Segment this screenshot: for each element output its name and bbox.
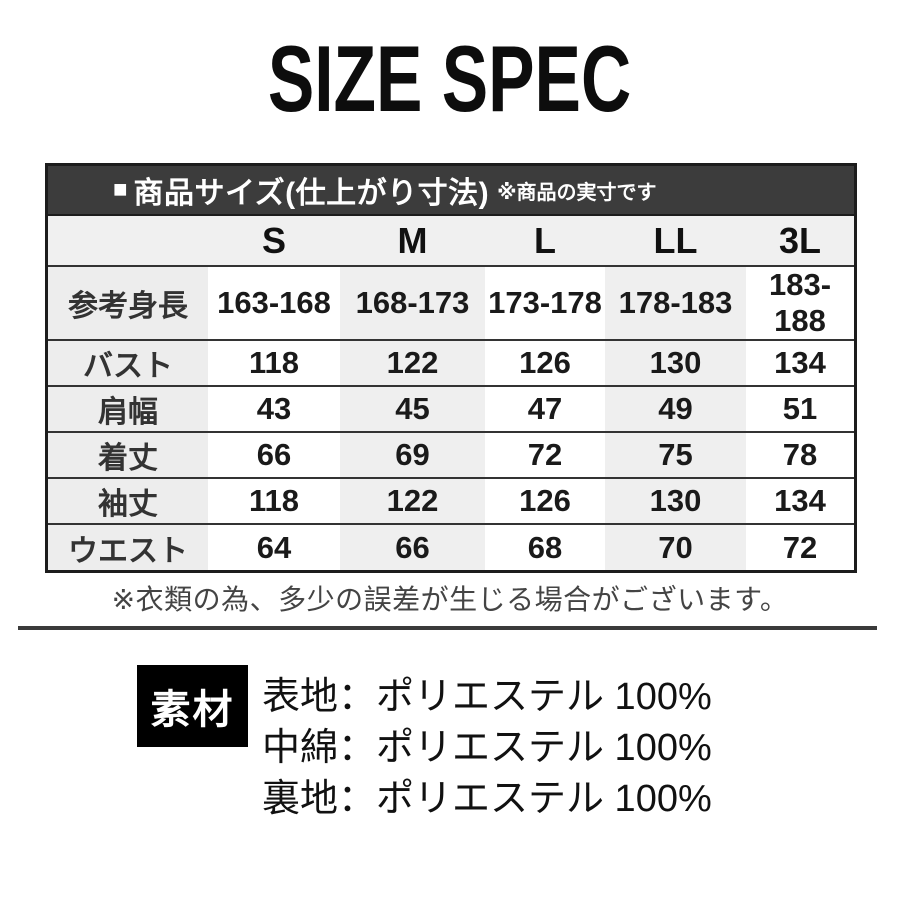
cell: 118 bbox=[248, 345, 299, 380]
cell: 47 bbox=[527, 391, 563, 426]
table-header-title: 商品サイズ(仕上がり寸法) bbox=[133, 177, 490, 210]
cell: 45 bbox=[395, 391, 430, 426]
cell: 183-188 bbox=[768, 267, 832, 338]
cell: 70 bbox=[658, 529, 693, 565]
table-row-waist: ウエスト 64 66 68 70 72 bbox=[48, 524, 854, 570]
cell: 66 bbox=[256, 437, 292, 472]
cell: 118 bbox=[248, 483, 299, 518]
cell: 66 bbox=[395, 529, 430, 565]
row-label: ウエスト bbox=[68, 534, 188, 568]
section-divider bbox=[18, 626, 877, 630]
cell: 69 bbox=[395, 437, 430, 472]
cell: 72 bbox=[527, 437, 563, 472]
cell: 122 bbox=[386, 483, 439, 518]
table-row-sleeve: 袖丈 118 122 126 130 134 bbox=[48, 478, 854, 524]
cell: 75 bbox=[658, 437, 693, 472]
table-header-note: ※商品の実寸です bbox=[497, 181, 657, 204]
material-label-box: 素材 bbox=[137, 665, 248, 747]
cell: 178-183 bbox=[618, 285, 733, 320]
cell: 134 bbox=[774, 483, 826, 518]
square-bullet-icon: ■ bbox=[113, 176, 128, 203]
table-row-shoulder: 肩幅 43 45 47 49 51 bbox=[48, 386, 854, 432]
table-row-height: 参考身長 163-168 168-173 173-178 178-183 183… bbox=[48, 266, 854, 340]
material-line-padding: 中綿：ポリエステル 100% bbox=[262, 727, 712, 769]
cell: 134 bbox=[774, 345, 826, 380]
cell: 173-178 bbox=[488, 285, 602, 320]
cell: 43 bbox=[256, 391, 292, 426]
cell: 130 bbox=[649, 483, 702, 518]
material-list: 表地：ポリエステル 100% 中綿：ポリエステル 100% 裏地：ポリエステル … bbox=[262, 672, 712, 825]
material-line-lining: 裏地：ポリエステル 100% bbox=[262, 778, 712, 820]
corner-cell bbox=[48, 216, 208, 266]
page-title-text: SIZE SPEC bbox=[268, 26, 632, 131]
table-row-length: 着丈 66 69 72 75 78 bbox=[48, 432, 854, 478]
tolerance-note: ※衣類の為、多少の誤差が生じる場合がございます。 bbox=[111, 584, 789, 615]
cell: 72 bbox=[782, 529, 818, 565]
row-label: 着丈 bbox=[98, 442, 158, 475]
col-header-s: S bbox=[208, 216, 340, 266]
col-header-3l: 3L bbox=[746, 216, 854, 266]
cell: 168-173 bbox=[355, 285, 470, 320]
row-label: 袖丈 bbox=[98, 488, 158, 521]
col-header-m: M bbox=[340, 216, 485, 266]
size-table: ■ 商品サイズ(仕上がり寸法) ※商品の実寸です S M L LL 3L bbox=[45, 163, 857, 573]
cell: 68 bbox=[527, 529, 563, 565]
material-label: 素材 bbox=[150, 688, 235, 732]
table-row-bust: バスト 118 122 126 130 134 bbox=[48, 340, 854, 386]
size-header-row: S M L LL 3L bbox=[48, 216, 854, 266]
cell: 130 bbox=[649, 345, 702, 380]
material-line-outer: 表地：ポリエステル 100% bbox=[262, 676, 712, 718]
cell: 78 bbox=[782, 437, 818, 472]
cell: 49 bbox=[658, 391, 693, 426]
size-spec-table: S M L LL 3L 参考身長 163-168 168-173 173-178… bbox=[48, 216, 854, 570]
table-header-bar: ■ 商品サイズ(仕上がり寸法) ※商品の実寸です bbox=[48, 166, 854, 216]
cell: 163-168 bbox=[217, 285, 331, 320]
cell: 51 bbox=[782, 391, 818, 426]
col-header-ll: LL bbox=[605, 216, 746, 266]
row-label: 肩幅 bbox=[98, 396, 158, 429]
cell: 64 bbox=[256, 529, 292, 565]
col-header-l: L bbox=[485, 216, 605, 266]
page-title: SIZE SPEC bbox=[0, 26, 900, 131]
row-label: 参考身長 bbox=[68, 290, 188, 323]
cell: 126 bbox=[519, 345, 571, 380]
cell: 122 bbox=[386, 345, 439, 380]
cell: 126 bbox=[519, 483, 571, 518]
row-label: バスト bbox=[83, 350, 173, 383]
